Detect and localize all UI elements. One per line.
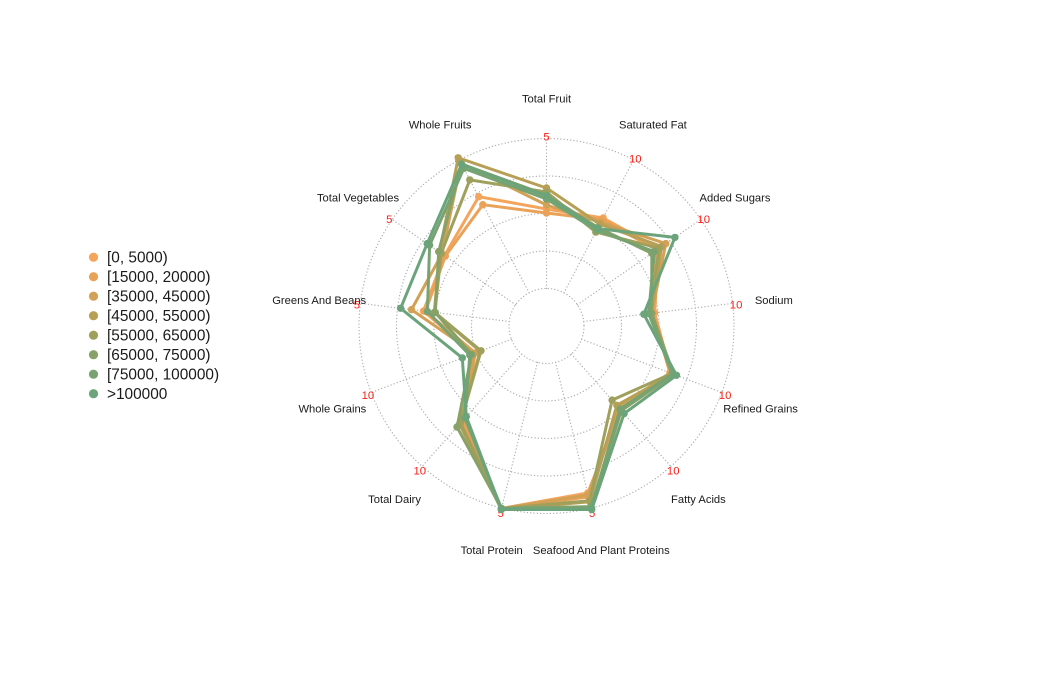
svg-text:Total Protein: Total Protein	[461, 545, 523, 557]
svg-text:5: 5	[498, 508, 504, 520]
svg-text:10: 10	[629, 153, 642, 165]
svg-text:[75000, 100000): [75000, 100000)	[107, 367, 219, 384]
svg-text:[35000, 45000): [35000, 45000)	[107, 289, 211, 306]
svg-text:10: 10	[697, 214, 710, 226]
svg-text:[55000, 65000): [55000, 65000)	[107, 328, 211, 345]
svg-text:Whole Grains: Whole Grains	[299, 404, 367, 416]
svg-text:10: 10	[719, 390, 732, 402]
svg-text:Whole Fruits: Whole Fruits	[409, 120, 472, 132]
svg-text:5: 5	[386, 214, 392, 226]
svg-text:Added Sugars: Added Sugars	[700, 192, 771, 204]
svg-text:>100000: >100000	[107, 386, 167, 403]
svg-text:5: 5	[589, 508, 595, 520]
svg-text:10: 10	[362, 390, 375, 402]
svg-text:Fatty Acids: Fatty Acids	[671, 494, 726, 506]
svg-text:Total Dairy: Total Dairy	[368, 494, 421, 506]
svg-text:[45000, 55000): [45000, 55000)	[107, 308, 211, 325]
svg-text:Refined Grains: Refined Grains	[723, 404, 798, 416]
svg-text:5: 5	[354, 299, 360, 311]
svg-text:Greens And Beans: Greens And Beans	[272, 295, 366, 307]
svg-text:10: 10	[730, 299, 743, 311]
svg-text:[65000, 75000): [65000, 75000)	[107, 347, 211, 364]
svg-text:Sodium: Sodium	[755, 295, 793, 307]
svg-text:Seafood And Plant Proteins: Seafood And Plant Proteins	[533, 545, 670, 557]
svg-text:10: 10	[667, 465, 680, 477]
svg-text:Saturated Fat: Saturated Fat	[619, 120, 688, 132]
svg-text:[0, 5000): [0, 5000)	[107, 250, 168, 267]
svg-text:Total Fruit: Total Fruit	[522, 94, 572, 106]
svg-text:Total Vegetables: Total Vegetables	[317, 192, 400, 204]
svg-text:[15000, 20000): [15000, 20000)	[107, 269, 211, 286]
svg-text:10: 10	[414, 465, 427, 477]
svg-text:5: 5	[543, 131, 549, 143]
